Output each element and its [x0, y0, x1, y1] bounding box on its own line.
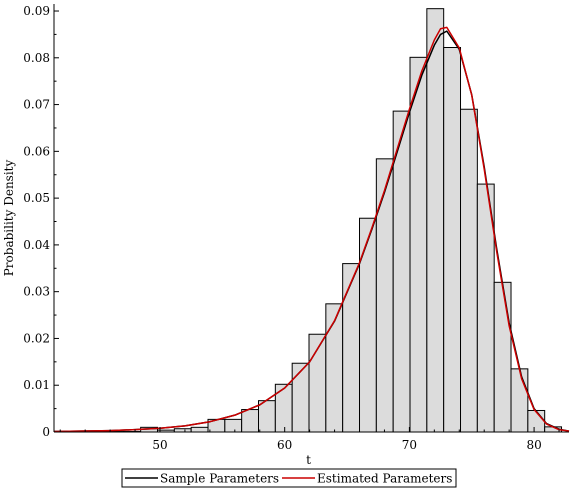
legend-label-sample: Sample Parameters	[160, 472, 279, 486]
histogram-bar-18	[392, 110, 411, 433]
x-tick-label: 60	[277, 438, 292, 452]
histogram-bar-17	[375, 158, 394, 433]
y-tick-label: 0.04	[23, 238, 50, 252]
histogram-bars	[89, 8, 563, 433]
y-tick-label: 0.02	[23, 331, 50, 345]
histogram-bar-15	[342, 263, 361, 433]
histogram-bar-25	[510, 368, 529, 433]
histogram-bar-19	[409, 56, 428, 433]
y-tick-label: 0.01	[23, 378, 50, 392]
x-axis-title: t	[306, 453, 311, 467]
y-axis-title: Probability Density	[2, 160, 16, 277]
y-tick-label: 0.07	[23, 98, 50, 112]
histogram-bar-12	[291, 362, 310, 433]
histogram-bar-6	[190, 426, 209, 433]
histogram-bar-21	[443, 47, 462, 433]
series-line-estimated	[53, 26, 570, 433]
histogram-bar-22	[460, 108, 478, 433]
histogram-bar-9	[241, 409, 260, 433]
y-tick-label: 0.06	[23, 144, 50, 158]
legend-label-estimated: Estimated Parameters	[317, 472, 452, 486]
x-tick-label: 80	[526, 438, 541, 452]
histogram-bar-16	[359, 217, 377, 433]
y-tick-label: 0.05	[23, 191, 50, 205]
histogram-bar-11	[274, 383, 293, 433]
y-tick-label: 0	[42, 425, 50, 439]
histogram-bar-20	[426, 8, 445, 433]
y-tick-label: 0.03	[23, 285, 50, 299]
x-tick-label: 70	[402, 438, 417, 452]
x-tick-label: 50	[152, 438, 167, 452]
y-tick-label: 0.08	[23, 51, 50, 65]
histogram-bar-8	[224, 418, 243, 433]
legend: Sample Parameters Estimated Parameters	[121, 468, 457, 488]
ticks: 50 60 70 80 0 0.01 0.02 0.03 0.04 0.05 0.06 0.07 0.0…	[23, 4, 560, 452]
histogram-bar-24	[493, 281, 512, 433]
histogram-bar-10	[258, 400, 276, 433]
density-curves	[53, 26, 570, 433]
y-tick-label: 0.09	[23, 4, 50, 18]
axes	[53, 4, 569, 433]
histogram-bar-26	[527, 409, 546, 433]
